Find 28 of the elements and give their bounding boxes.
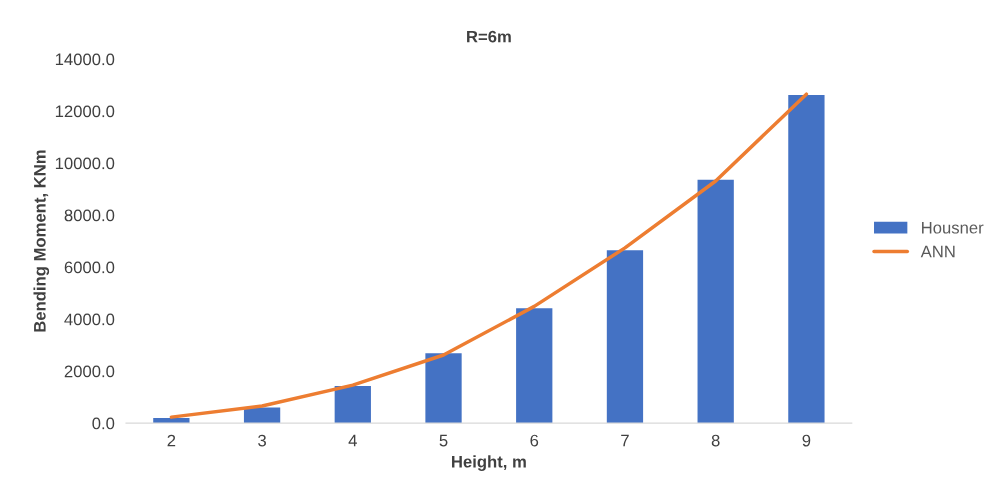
x-tick-label: 9 [802, 434, 811, 447]
x-tick-label: 3 [258, 434, 266, 447]
x-tick-label: 8 [711, 434, 720, 447]
y-tick-label: 6000.0 [64, 261, 115, 274]
legend-label: Housner [922, 221, 984, 234]
line-series [169, 92, 809, 419]
y-tick-label: 4000.0 [64, 313, 115, 326]
y-tick-label: 2000.0 [64, 365, 115, 378]
x-tick-label: 5 [439, 434, 448, 447]
bar [425, 353, 462, 424]
bar [788, 94, 825, 424]
x-axis-title: Height, m [452, 455, 526, 471]
x-tick-label: 2 [167, 434, 176, 447]
y-axis-title: Bending Moment, KNm [33, 150, 50, 332]
x-tick-label: 4 [348, 434, 357, 447]
bar [697, 179, 734, 424]
y-tick-label: 0.0 [92, 417, 115, 430]
bar [606, 250, 644, 424]
bar [516, 308, 553, 424]
x-tick-label: 7 [621, 434, 629, 447]
y-tick-label: 10000.0 [55, 157, 115, 170]
y-tick-label: 8000.0 [64, 209, 115, 222]
y-tick-label: 12000.0 [55, 105, 115, 118]
legend-label: ANN [920, 245, 955, 258]
x-tick-label: 6 [530, 434, 539, 447]
y-tick-label: 14000.0 [55, 53, 115, 66]
chart-title: R=6m [467, 30, 511, 43]
bar [334, 385, 371, 424]
